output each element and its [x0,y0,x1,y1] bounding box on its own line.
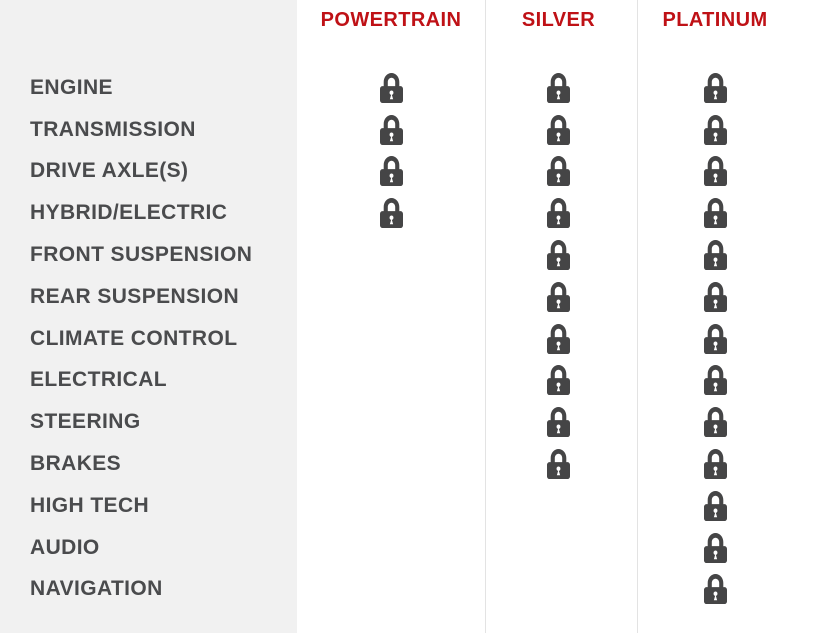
row-label-drive-axle-s: DRIVE AXLE(S) [0,150,297,193]
lock-icon [547,407,570,438]
lock-icon [703,156,727,187]
row-label-steering: STEERING [0,401,297,444]
coverage-cell-platinum-brakes [637,443,816,485]
coverage-cell-silver-audio [485,526,637,569]
coverage-cell-platinum-electrical [637,359,816,402]
coverage-cell-powertrain-drive-axle-s [297,150,485,193]
coverage-cell-silver-front-suspension [485,234,637,276]
plan-header-platinum: PLATINUM [637,0,816,67]
lock-icon [703,114,727,145]
lock-icon [547,72,570,103]
lock-icon [379,198,403,229]
row-label-electrical: ELECTRICAL [0,359,297,402]
plan-column-footer-powertrain [297,610,485,633]
lock-icon [379,114,403,145]
coverage-cell-powertrain-high-tech [297,484,485,527]
coverage-cell-platinum-audio [637,526,816,569]
row-label-hybrid-electric: HYBRID/ELECTRIC [0,192,297,235]
row-label-high-tech: HIGH TECH [0,484,297,527]
label-column-footer [0,610,297,633]
lock-icon [547,198,570,229]
lock-icon [703,72,727,103]
coverage-cell-silver-rear-suspension [485,275,637,318]
lock-icon [379,72,403,103]
row-label-brakes: BRAKES [0,443,297,485]
lock-icon [703,323,727,354]
lock-icon [703,490,727,521]
coverage-cell-silver-navigation [485,568,637,611]
coverage-cell-silver-engine [485,67,637,109]
coverage-cell-silver-climate-control [485,317,637,360]
coverage-cell-silver-transmission [485,108,637,151]
coverage-cell-silver-electrical [485,359,637,402]
coverage-cell-platinum-navigation [637,568,816,611]
lock-icon [703,198,727,229]
coverage-cell-platinum-drive-axle-s [637,150,816,193]
coverage-cell-powertrain-transmission [297,108,485,151]
plan-column-footer-silver [485,610,637,633]
coverage-cell-platinum-hybrid-electric [637,192,816,235]
plan-header-silver: SILVER [485,0,637,67]
coverage-cell-powertrain-climate-control [297,317,485,360]
coverage-cell-powertrain-hybrid-electric [297,192,485,235]
lock-icon [547,449,570,480]
coverage-cell-platinum-engine [637,67,816,109]
coverage-cell-silver-brakes [485,443,637,485]
lock-icon [703,240,727,271]
coverage-cell-platinum-front-suspension [637,234,816,276]
coverage-cell-silver-high-tech [485,484,637,527]
coverage-cell-powertrain-steering [297,401,485,444]
lock-icon [703,574,727,605]
lock-icon [547,365,570,396]
lock-icon [703,449,727,480]
lock-icon [379,156,403,187]
plan-column-footer-platinum [637,610,816,633]
lock-icon [703,532,727,563]
row-label-rear-suspension: REAR SUSPENSION [0,275,297,318]
coverage-cell-platinum-rear-suspension [637,275,816,318]
lock-icon [547,156,570,187]
lock-icon [703,407,727,438]
plan-header-powertrain: POWERTRAIN [297,0,485,67]
coverage-cell-powertrain-rear-suspension [297,275,485,318]
coverage-cell-silver-hybrid-electric [485,192,637,235]
coverage-cell-powertrain-electrical [297,359,485,402]
coverage-cell-silver-steering [485,401,637,444]
lock-icon [547,281,570,312]
coverage-cell-powertrain-brakes [297,443,485,485]
coverage-cell-platinum-climate-control [637,317,816,360]
coverage-cell-powertrain-audio [297,526,485,569]
row-label-navigation: NAVIGATION [0,568,297,611]
row-label-front-suspension: FRONT SUSPENSION [0,234,297,276]
coverage-cell-powertrain-navigation [297,568,485,611]
lock-icon [547,114,570,145]
coverage-cell-powertrain-front-suspension [297,234,485,276]
row-label-audio: AUDIO [0,526,297,569]
coverage-cell-platinum-transmission [637,108,816,151]
coverage-cell-powertrain-engine [297,67,485,109]
lock-icon [547,323,570,354]
coverage-cell-platinum-high-tech [637,484,816,527]
table-corner-spacer [0,0,297,67]
row-label-climate-control: CLIMATE CONTROL [0,317,297,360]
coverage-cell-platinum-steering [637,401,816,444]
row-label-transmission: TRANSMISSION [0,108,297,151]
lock-icon [703,365,727,396]
coverage-cell-silver-drive-axle-s [485,150,637,193]
lock-icon [547,240,570,271]
row-label-engine: ENGINE [0,67,297,109]
lock-icon [703,281,727,312]
